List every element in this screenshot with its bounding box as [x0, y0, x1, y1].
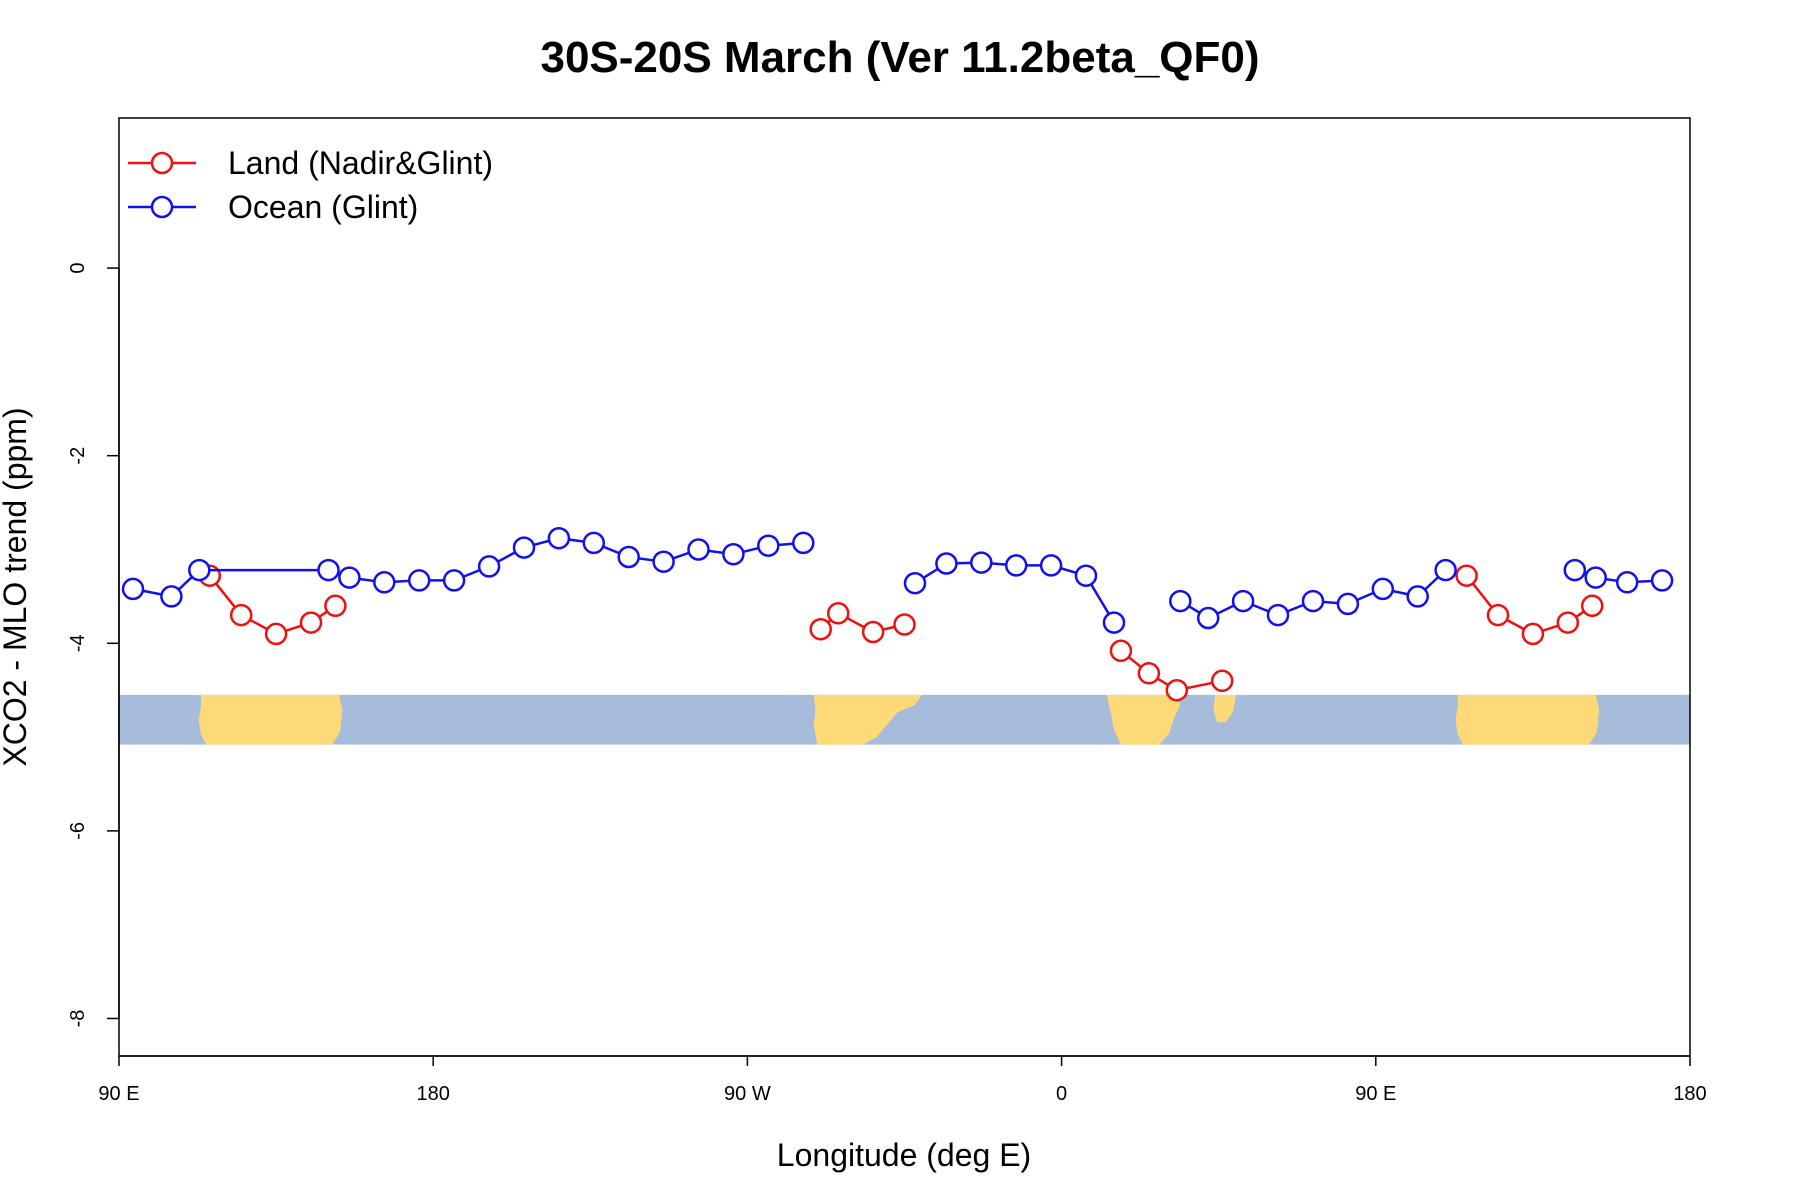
data-point — [1336, 592, 1360, 616]
data-point — [903, 571, 927, 595]
data-point — [826, 602, 850, 625]
data-point — [1556, 611, 1580, 634]
data-point — [1434, 558, 1457, 582]
map-land-australia-repeat — [1455, 694, 1600, 745]
y-axis: 0 -2 -4 -6 -8 — [67, 263, 120, 1028]
world-map-strip — [119, 694, 1690, 745]
data-point — [1169, 589, 1192, 613]
chart-title: 30S-20S March (Ver 11.2beta_QF0) — [540, 33, 1259, 82]
series-land — [198, 564, 1604, 702]
y-tick-label: -2 — [67, 447, 89, 465]
data-point — [809, 617, 832, 641]
y-axis-label: XCO2 - MLO trend (ppm) — [0, 407, 33, 766]
data-point — [1074, 564, 1098, 587]
data-point — [687, 538, 710, 561]
data-point — [582, 531, 606, 555]
legend-label: Ocean (Glint) — [228, 189, 418, 225]
data-point — [792, 531, 815, 555]
data-point — [1486, 603, 1510, 627]
data-point — [317, 558, 340, 582]
x-tick-label: 90 E — [98, 1083, 139, 1105]
data-point — [1584, 566, 1607, 589]
data-point — [229, 603, 253, 627]
series-ocean — [121, 526, 1674, 634]
series-layer — [121, 526, 1674, 702]
data-point — [1301, 589, 1325, 613]
y-tick-label: -4 — [67, 634, 89, 652]
y-tick-label: -6 — [67, 822, 89, 840]
data-point — [1004, 554, 1028, 577]
data-point — [1266, 603, 1290, 627]
data-point — [1165, 678, 1189, 702]
data-point — [1137, 662, 1161, 685]
data-point — [1039, 554, 1063, 577]
data-point — [264, 622, 288, 646]
data-point — [1231, 589, 1255, 613]
data-point — [1371, 577, 1395, 601]
map-land-south-america — [813, 694, 922, 745]
legend-marker — [150, 151, 174, 175]
data-point — [512, 536, 536, 559]
data-point — [407, 569, 431, 592]
x-tick-label: 90 E — [1355, 1083, 1396, 1105]
legend: Land (Nadir&Glint) Ocean (Glint) — [128, 145, 493, 225]
data-point — [970, 551, 993, 574]
data-point — [722, 542, 745, 566]
map-land-australia — [198, 694, 343, 745]
data-point — [160, 585, 183, 608]
x-axis: 90 E 180 90 W 0 90 E 180 — [98, 1055, 1707, 1105]
legend-item: Land (Nadir&Glint) — [128, 145, 493, 181]
data-point — [1210, 669, 1234, 693]
data-point — [1196, 606, 1220, 630]
data-point — [1563, 558, 1587, 582]
map-land-africa — [1107, 694, 1181, 745]
data-point — [757, 534, 780, 557]
data-point — [652, 550, 675, 573]
data-point — [1406, 585, 1429, 608]
data-point — [1615, 571, 1639, 594]
data-point — [1109, 639, 1133, 663]
y-tick-label: -8 — [67, 1010, 89, 1028]
series-line — [1120, 649, 1223, 692]
data-point — [893, 613, 916, 636]
legend-marker — [150, 195, 174, 219]
data-point — [1580, 594, 1604, 618]
data-point — [1455, 564, 1478, 587]
data-point — [324, 594, 347, 618]
data-point — [617, 545, 640, 569]
data-point — [935, 552, 958, 575]
data-point — [188, 558, 211, 582]
series-line — [819, 611, 905, 634]
legend-label: Land (Nadir&Glint) — [228, 145, 493, 181]
x-tick-label: 0 — [1056, 1083, 1067, 1105]
x-tick-label: 90 W — [724, 1083, 771, 1105]
data-point — [121, 577, 145, 601]
x-tick-label: 180 — [1673, 1083, 1706, 1105]
data-point — [477, 555, 501, 578]
data-point — [373, 571, 396, 594]
data-point — [442, 569, 466, 592]
map-land-madagascar — [1213, 694, 1237, 723]
data-point — [861, 620, 885, 644]
y-tick-label: 0 — [67, 263, 89, 274]
data-point — [1650, 569, 1674, 592]
x-tick-label: 180 — [417, 1083, 450, 1105]
data-point — [1521, 622, 1545, 646]
data-point — [338, 566, 361, 589]
data-point — [299, 611, 323, 634]
legend-item: Ocean (Glint) — [128, 189, 418, 225]
data-point — [547, 526, 571, 550]
x-axis-label: Longitude (deg E) — [777, 1137, 1031, 1173]
data-point — [1102, 611, 1126, 634]
